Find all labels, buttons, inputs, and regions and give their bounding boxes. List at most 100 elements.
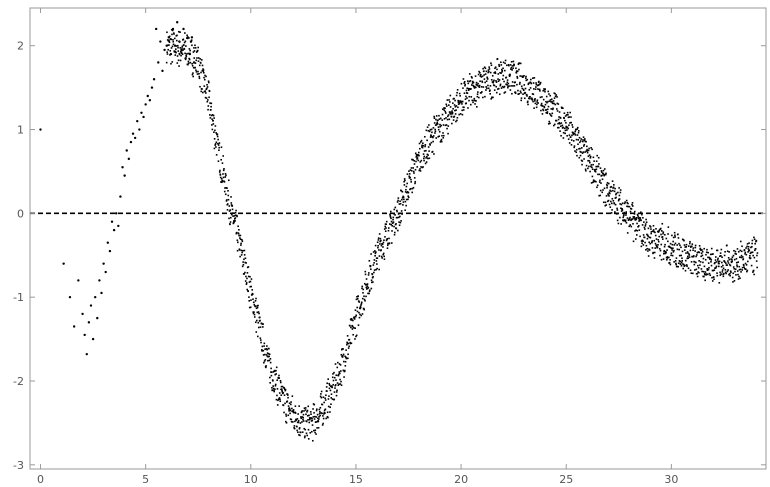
- data-point: [191, 44, 193, 47]
- data-point: [379, 243, 381, 245]
- data-point: [219, 169, 221, 172]
- data-point: [553, 123, 556, 126]
- data-point: [596, 154, 598, 157]
- data-point: [592, 181, 594, 184]
- data-point: [62, 262, 65, 265]
- data-point: [365, 295, 367, 298]
- data-point: [380, 239, 382, 242]
- data-point: [303, 407, 306, 410]
- data-point: [385, 227, 387, 229]
- data-point: [358, 301, 361, 303]
- data-point: [502, 78, 504, 80]
- data-point: [541, 96, 543, 98]
- data-point: [177, 50, 180, 52]
- data-point: [493, 84, 496, 87]
- data-point: [492, 81, 495, 84]
- data-point: [691, 255, 694, 258]
- data-point: [331, 398, 334, 400]
- data-point: [648, 236, 651, 239]
- data-point: [658, 248, 661, 250]
- data-point: [166, 51, 168, 53]
- data-point: [390, 223, 393, 226]
- data-point: [707, 256, 709, 259]
- data-point: [557, 103, 560, 105]
- data-point: [727, 257, 730, 259]
- data-point: [365, 278, 368, 280]
- data-point: [210, 114, 213, 117]
- data-point: [328, 384, 331, 386]
- data-point: [351, 325, 354, 328]
- data-point: [520, 99, 523, 102]
- data-point: [224, 187, 226, 189]
- data-point: [393, 208, 396, 211]
- data-point: [545, 111, 548, 114]
- data-point: [720, 255, 722, 257]
- data-point: [342, 353, 345, 356]
- data-point: [302, 416, 305, 419]
- data-point: [275, 373, 278, 375]
- data-point: [658, 229, 661, 231]
- data-point: [535, 86, 537, 88]
- data-point: [443, 109, 446, 111]
- data-point: [91, 337, 95, 341]
- data-point: [575, 128, 577, 131]
- data-point: [240, 254, 243, 256]
- data-point: [625, 199, 628, 202]
- data-point: [583, 143, 586, 146]
- data-point: [224, 172, 227, 175]
- data-point: [665, 237, 668, 240]
- data-point: [206, 86, 209, 88]
- data-point: [391, 225, 394, 227]
- data-point: [39, 128, 42, 131]
- data-point: [562, 126, 564, 129]
- data-point: [495, 80, 497, 82]
- data-point: [707, 251, 710, 254]
- data-point: [592, 156, 595, 159]
- data-point: [549, 99, 552, 101]
- data-point: [243, 249, 246, 252]
- data-point: [731, 258, 733, 261]
- data-point: [203, 85, 206, 87]
- data-point: [200, 90, 203, 93]
- data-point: [508, 85, 510, 87]
- data-point: [255, 319, 258, 322]
- data-point: [396, 210, 398, 213]
- data-point: [485, 89, 487, 91]
- data-point: [392, 221, 395, 223]
- data-point: [370, 253, 372, 255]
- data-point: [255, 307, 258, 310]
- data-point: [563, 112, 566, 115]
- data-point: [192, 61, 196, 64]
- data-point: [374, 254, 376, 257]
- data-point: [667, 233, 669, 235]
- data-point: [360, 314, 363, 317]
- data-point: [506, 79, 509, 81]
- data-point: [498, 93, 501, 96]
- data-point: [236, 215, 238, 218]
- data-point: [256, 335, 259, 338]
- data-point: [235, 214, 237, 217]
- data-point: [574, 130, 577, 133]
- data-point: [288, 402, 291, 405]
- data-point: [372, 281, 374, 283]
- data-point: [237, 225, 239, 228]
- data-point: [601, 178, 604, 181]
- data-point: [420, 139, 423, 142]
- data-point: [618, 187, 620, 189]
- data-point: [674, 236, 676, 238]
- data-point: [270, 374, 273, 377]
- data-point: [534, 100, 536, 102]
- data-point: [533, 76, 536, 79]
- data-point: [507, 82, 510, 85]
- data-point: [591, 168, 594, 171]
- data-point: [431, 150, 434, 153]
- data-point: [364, 299, 366, 302]
- data-point: [328, 395, 330, 397]
- data-point: [558, 111, 561, 113]
- data-point: [409, 187, 412, 190]
- data-point: [641, 242, 643, 245]
- data-point: [437, 126, 440, 128]
- data-point: [724, 269, 727, 271]
- data-point: [689, 240, 691, 243]
- data-point: [299, 431, 302, 434]
